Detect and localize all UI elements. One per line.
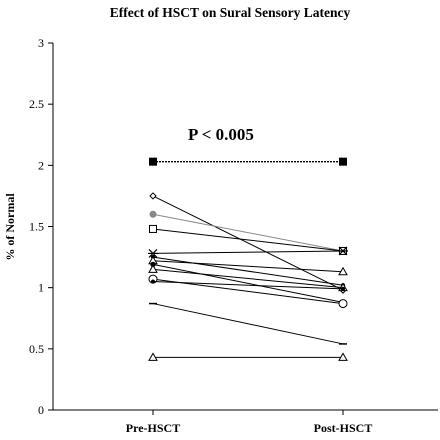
series-line (152, 263, 344, 303)
y-tick-label: 2.5 (29, 97, 44, 111)
data-point (148, 248, 158, 258)
series-8 (150, 261, 346, 306)
series-line (152, 195, 344, 291)
y-tick-label: 0.5 (29, 342, 44, 356)
series-line (152, 228, 344, 252)
p-value-annotation: P < 0.005 (188, 125, 254, 144)
series-line (152, 260, 344, 273)
y-tick-label: 2 (38, 158, 44, 172)
data-point (149, 157, 157, 166)
data-point (339, 157, 347, 166)
series-1 (149, 157, 347, 166)
y-tick-label: 1 (38, 281, 44, 295)
data-point (340, 286, 346, 291)
series-4 (149, 224, 347, 255)
y-tick-label: 1.5 (29, 220, 44, 234)
y-ticks: 0 0.5 1 1.5 2 2.5 3 (29, 36, 53, 417)
x-tick-label: Post-HSCT (314, 421, 373, 435)
chart-title: Effect of HSCT on Sural Sensory Latency (110, 5, 351, 20)
series-group (148, 157, 348, 361)
data-point (149, 192, 157, 200)
x-ticks: Pre-HSCT Post-HSCT (126, 410, 373, 435)
series-line (152, 256, 344, 286)
series-line (152, 268, 344, 289)
series-11 (150, 279, 346, 291)
x-tick-label: Pre-HSCT (126, 421, 180, 435)
data-point (150, 279, 156, 284)
series-line (152, 250, 344, 254)
series-12 (149, 302, 347, 345)
data-point (338, 266, 348, 276)
series-2 (149, 192, 347, 294)
series-line (152, 281, 344, 290)
data-point (338, 352, 348, 361)
series-5 (148, 246, 348, 258)
y-axis-label: % of Normal (3, 193, 17, 261)
axes (52, 43, 438, 411)
series-13 (148, 352, 348, 361)
data-point (148, 264, 158, 273)
data-point (338, 246, 348, 256)
series-7 (148, 255, 348, 276)
y-tick-label: 0 (38, 403, 44, 417)
series-line (152, 213, 344, 252)
series-10 (148, 274, 348, 309)
data-point (148, 352, 158, 361)
data-point (149, 224, 157, 233)
y-tick-label: 3 (38, 36, 44, 50)
series-line (152, 303, 344, 345)
data-point (149, 210, 157, 218)
data-point (338, 299, 348, 309)
